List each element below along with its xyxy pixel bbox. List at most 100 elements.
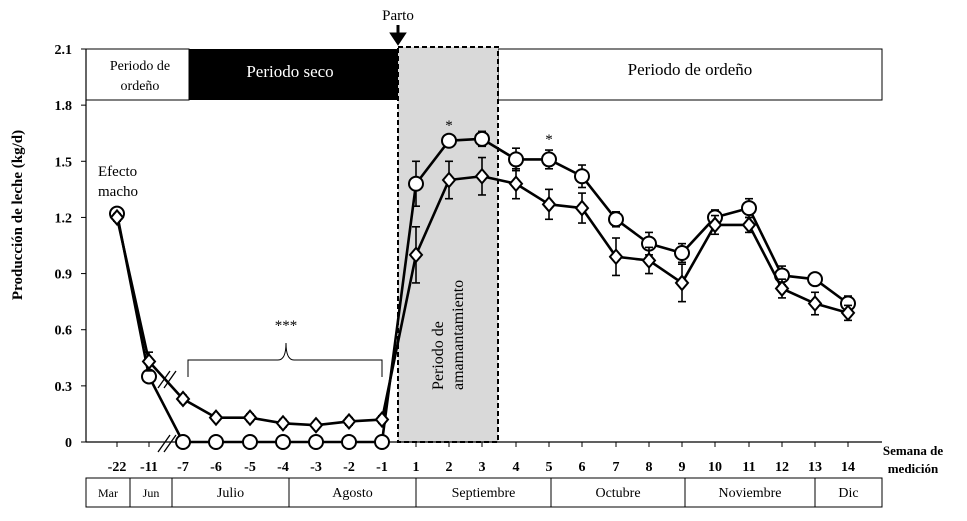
- data-point-diamond: [275, 414, 291, 432]
- data-point-diamond: [774, 280, 790, 298]
- data-point-diamond: [175, 390, 191, 408]
- data-point-circle: [175, 434, 191, 450]
- data-point-circle: [474, 130, 490, 147]
- data-point-circle: [741, 200, 757, 217]
- x-tick-label: 12: [775, 460, 789, 475]
- x-tick-label: 1: [413, 460, 420, 475]
- month-bar-box: [85, 477, 883, 508]
- x-tick-label: 14: [841, 460, 855, 475]
- data-point-diamond: [374, 411, 390, 429]
- significance-bracket: *** * *: [187, 118, 553, 377]
- period-seco-label: Periodo seco: [246, 62, 333, 81]
- data-point-circle: [674, 244, 690, 261]
- parto-arrow-icon: [389, 25, 407, 46]
- month-label: Julio: [217, 486, 244, 501]
- data-point-circle: [541, 151, 557, 168]
- data-point-diamond: [840, 304, 856, 322]
- data-point-circle: [208, 434, 224, 450]
- month-bar: Mar Jun Julio Agosto Septiembre Octubre Noviem…: [85, 477, 883, 508]
- data-point-circle: [574, 168, 590, 185]
- data-point-diamond: [574, 199, 590, 217]
- data-point-diamond: [408, 246, 424, 264]
- period-ordeno-left-label-2: ordeño: [121, 79, 160, 94]
- data-point-diamond: [641, 251, 657, 270]
- series-break-mark-2: [163, 370, 177, 389]
- x-tick-label: -11: [140, 460, 158, 475]
- series-circle: [109, 130, 856, 450]
- y-tick-label: 1.8: [55, 99, 73, 114]
- efecto-macho-line-2: macho: [98, 184, 138, 200]
- data-point-diamond: [741, 216, 757, 234]
- month-label: Mar: [98, 486, 118, 500]
- axis-break-mark-2: [163, 434, 177, 453]
- data-point-circle: [242, 434, 258, 450]
- data-point-diamond: [109, 208, 125, 226]
- period-ordeno-left-label-1: Periodo de: [110, 59, 170, 74]
- x-tick-label: 11: [742, 460, 755, 475]
- data-point-diamond: [674, 274, 690, 292]
- data-point-diamond: [141, 352, 157, 371]
- period-seco-box: [189, 49, 398, 100]
- y-tick-label: 1.5: [55, 155, 73, 170]
- y-tick-label: 0.3: [55, 380, 73, 395]
- x-tick-label: 2: [446, 460, 453, 475]
- y-tick-label: 1.2: [55, 211, 73, 226]
- data-point-diamond: [541, 195, 557, 213]
- amamantamiento-label-2: amamantamiento: [450, 280, 467, 390]
- data-point-diamond: [608, 248, 624, 266]
- x-tick-label: -3: [310, 460, 322, 475]
- star-week-2: *: [445, 118, 453, 134]
- series-diamond: [109, 156, 856, 434]
- period-ordeno-right-box: [497, 48, 883, 101]
- period-ordeno-left-box: [85, 48, 190, 101]
- x-tick-label: 13: [808, 460, 822, 475]
- data-point-circle: [308, 434, 324, 450]
- x-tick-label: 6: [579, 460, 586, 475]
- data-point-diamond: [341, 412, 357, 430]
- data-point-circle: [408, 175, 424, 192]
- data-point-circle: [374, 434, 390, 450]
- x-tick-label: -6: [210, 460, 222, 475]
- x-tick-label: -1: [376, 460, 388, 475]
- efecto-macho-line-1: Efecto: [98, 164, 137, 180]
- month-label: Dic: [838, 486, 858, 501]
- x-tick-label: 10: [708, 460, 722, 475]
- month-label: Septiembre: [452, 486, 516, 501]
- data-point-circle: [341, 434, 357, 450]
- x-tick-label: 7: [613, 460, 620, 475]
- data-point-diamond: [474, 167, 490, 185]
- data-point-diamond: [208, 409, 224, 427]
- triple-star-bracket: [187, 342, 383, 377]
- data-point-diamond: [441, 171, 457, 189]
- data-point-circle: [608, 211, 624, 228]
- x-tick-label: 8: [646, 460, 653, 475]
- x-tick-label: -2: [343, 460, 355, 475]
- month-label: Jun: [143, 486, 160, 500]
- x-tick-label: 3: [479, 460, 486, 475]
- y-tick-label: 0: [65, 436, 72, 451]
- month-label: Octubre: [595, 486, 640, 501]
- parto-annotation: Parto: [382, 8, 414, 46]
- month-label: Noviembre: [719, 486, 782, 501]
- x-tick-label: -5: [244, 460, 256, 475]
- star-week-5: *: [545, 132, 553, 148]
- data-point-diamond: [707, 216, 723, 234]
- data-point-diamond: [807, 294, 823, 313]
- y-tick-label: 2.1: [55, 43, 73, 58]
- y-axis-label: Producción de leche (kg/d): [10, 130, 26, 300]
- data-point-circle: [807, 271, 823, 288]
- x-tick-label: 5: [546, 460, 553, 475]
- amamantamiento-label-1: Periodo de: [430, 321, 447, 390]
- triple-star-label: ***: [275, 318, 298, 334]
- y-tick-label: 0.9: [55, 268, 73, 283]
- data-point-circle: [275, 434, 291, 450]
- axis-break-mark-1: [157, 434, 171, 453]
- x-tick-label: 4: [513, 460, 520, 475]
- data-point-diamond: [508, 175, 524, 193]
- data-point-diamond: [242, 409, 258, 427]
- x-tick-label: -22: [108, 460, 127, 475]
- period-bar: Periodo de ordeño Periodo seco Periodo d…: [85, 48, 883, 101]
- x-axis-label-line-2: medición: [888, 461, 939, 476]
- x-tick-label: 9: [679, 460, 686, 475]
